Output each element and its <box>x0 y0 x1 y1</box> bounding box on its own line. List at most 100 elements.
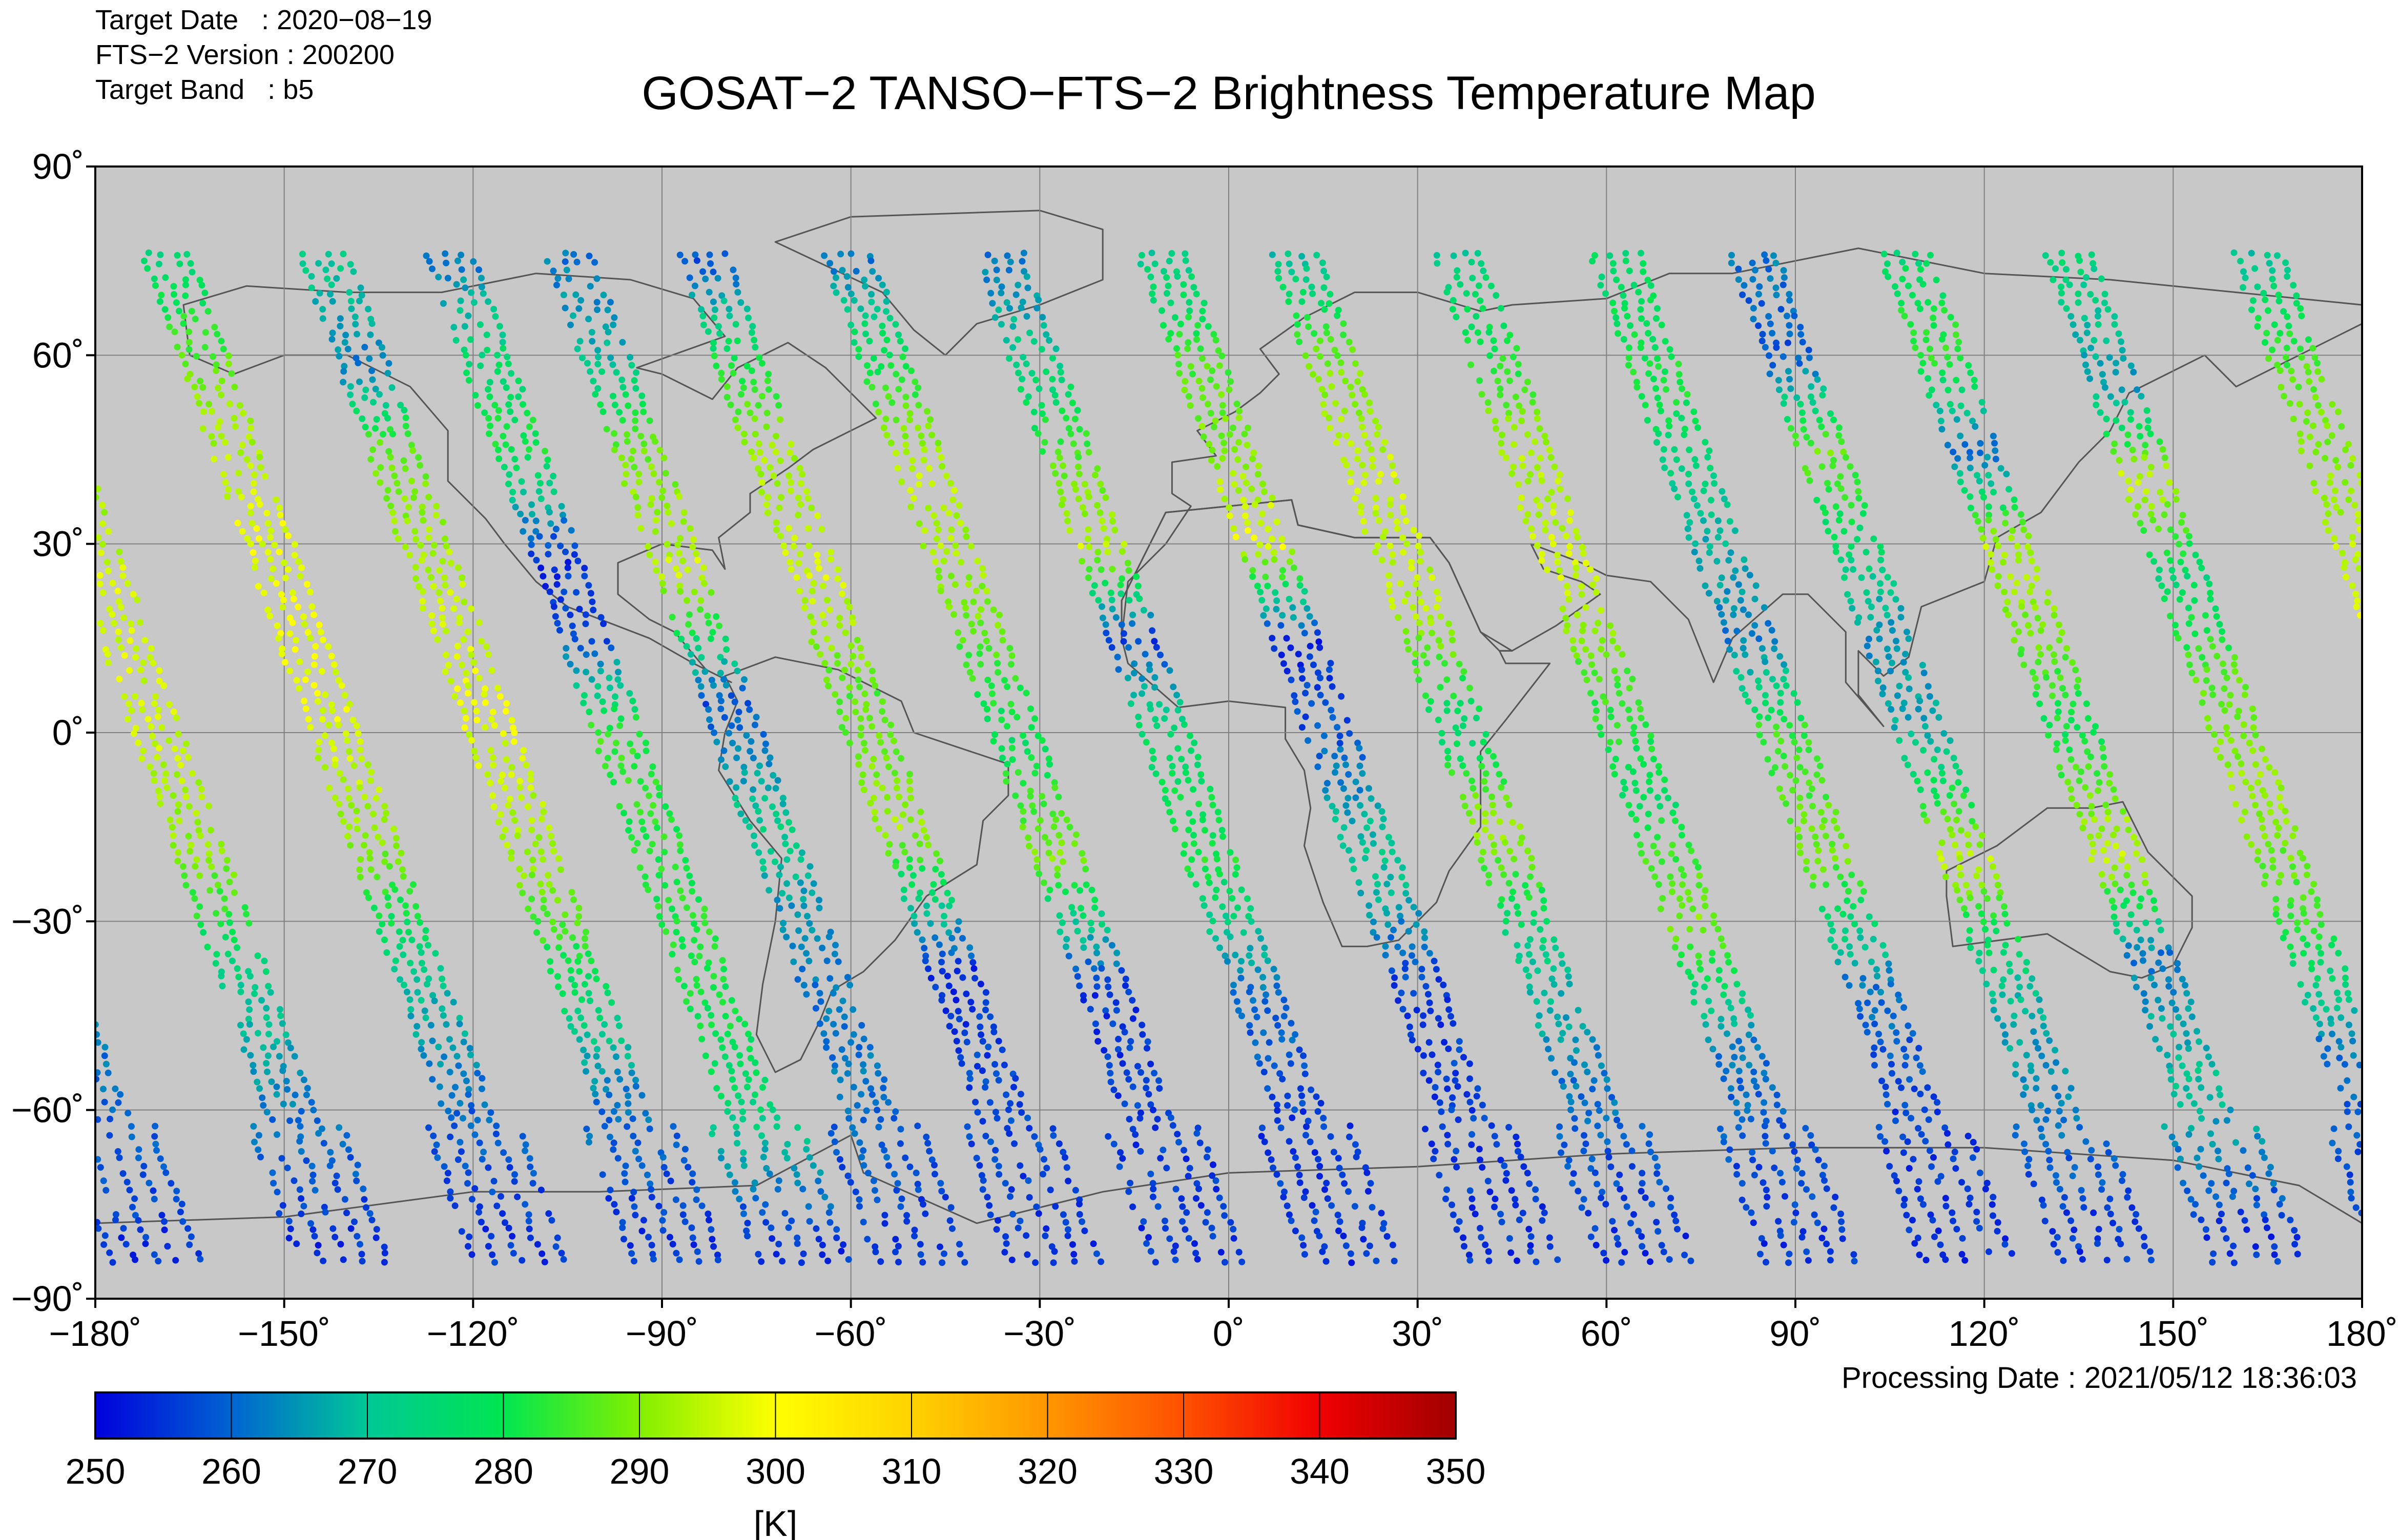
observation-point <box>532 430 539 437</box>
observation-point <box>464 1180 471 1187</box>
observation-point <box>456 619 463 627</box>
observation-point <box>679 943 686 950</box>
observation-point <box>1336 740 1343 747</box>
observation-point <box>2306 378 2313 385</box>
observation-point <box>1515 370 1522 378</box>
observation-point <box>668 816 675 823</box>
observation-point <box>284 566 292 573</box>
observation-point <box>1199 811 1207 818</box>
observation-point <box>105 528 112 535</box>
observation-point <box>1380 864 1388 871</box>
observation-point <box>287 1225 294 1233</box>
observation-point <box>677 847 684 855</box>
observation-point <box>1146 661 1153 668</box>
observation-point <box>2283 353 2289 361</box>
observation-point <box>1613 1116 1621 1123</box>
observation-point <box>1653 1219 1660 1226</box>
observation-point <box>505 1156 512 1163</box>
observation-point <box>1166 755 1173 762</box>
observation-point <box>391 472 398 480</box>
observation-point <box>1498 896 1505 903</box>
observation-point <box>957 1251 964 1258</box>
observation-point <box>906 417 914 424</box>
observation-point <box>638 1162 646 1169</box>
observation-point <box>513 464 520 471</box>
observation-point <box>956 1241 963 1248</box>
observation-point <box>1597 724 1603 731</box>
observation-point <box>873 771 880 778</box>
observation-point <box>1261 998 1269 1005</box>
observation-point <box>490 803 498 810</box>
observation-point <box>1170 683 1177 691</box>
observation-point <box>606 1037 613 1045</box>
observation-point <box>881 1076 888 1083</box>
observation-point <box>857 715 864 722</box>
observation-point <box>823 958 831 964</box>
observation-point <box>546 480 553 487</box>
observation-point <box>1112 999 1120 1006</box>
observation-point <box>698 306 705 313</box>
observation-point <box>383 949 390 956</box>
observation-point <box>1481 818 1488 825</box>
observation-point <box>592 968 598 975</box>
observation-point <box>688 880 695 887</box>
observation-point <box>666 810 673 817</box>
observation-point <box>1056 454 1063 462</box>
observation-point <box>486 1116 493 1123</box>
observation-point <box>1125 988 1132 995</box>
observation-point <box>1572 572 1579 579</box>
observation-point <box>957 1054 964 1061</box>
observation-point <box>176 307 182 315</box>
observation-point <box>653 896 660 903</box>
observation-point <box>1495 857 1502 864</box>
observation-point <box>1227 1219 1234 1226</box>
observation-point <box>758 778 765 785</box>
observation-point <box>908 367 915 374</box>
observation-point <box>816 897 822 904</box>
observation-point <box>497 811 504 818</box>
observation-point <box>1074 928 1081 934</box>
observation-point <box>2323 501 2330 508</box>
observation-point <box>1498 1218 1505 1225</box>
observation-point <box>1637 705 1644 713</box>
observation-point <box>1233 864 1240 871</box>
observation-point <box>520 432 527 439</box>
observation-point <box>986 1099 994 1106</box>
observation-point <box>1658 817 1665 824</box>
observation-point <box>1106 991 1113 998</box>
observation-point <box>1340 785 1347 792</box>
observation-point <box>1320 732 1328 739</box>
observation-point <box>341 339 348 346</box>
observation-point <box>912 378 919 385</box>
observation-point <box>1399 864 1406 871</box>
observation-point <box>576 606 583 613</box>
observation-point <box>860 1061 867 1068</box>
observation-point <box>644 1171 651 1178</box>
observation-point <box>704 1005 711 1012</box>
observation-point <box>608 644 615 651</box>
observation-point <box>1227 933 1234 940</box>
observation-point <box>1517 823 1524 830</box>
observation-point <box>701 668 709 675</box>
observation-point <box>508 849 515 856</box>
observation-point <box>1500 871 1507 878</box>
observation-point <box>1049 355 1056 362</box>
observation-point <box>1059 407 1066 414</box>
observation-point <box>618 454 625 462</box>
observation-point <box>382 402 389 409</box>
observation-point <box>522 438 529 445</box>
observation-point <box>1638 1188 1645 1195</box>
observation-point <box>1122 982 1129 989</box>
observation-point <box>456 614 463 621</box>
observation-point <box>1167 731 1174 738</box>
observation-point <box>358 1251 365 1258</box>
observation-point <box>499 331 506 339</box>
observation-point <box>1374 881 1381 888</box>
observation-point <box>1079 850 1086 857</box>
observation-point <box>605 731 612 738</box>
observation-point <box>750 379 757 386</box>
observation-point <box>581 935 588 942</box>
observation-point <box>340 368 347 375</box>
observation-point <box>1215 347 1222 354</box>
observation-point <box>825 933 833 941</box>
